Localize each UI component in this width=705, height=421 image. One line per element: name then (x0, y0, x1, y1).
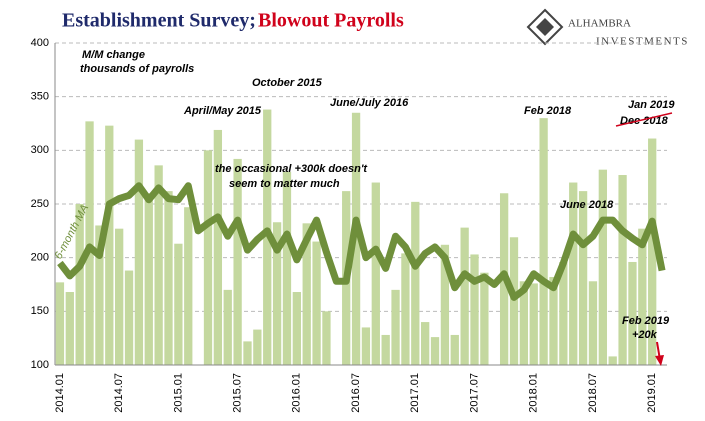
bar (628, 261, 637, 365)
annotation: thousands of payrolls (80, 63, 194, 75)
x-tick-label: 2018.07 (587, 373, 599, 413)
annotation: Dec 2018 (620, 115, 669, 127)
bar (243, 341, 252, 365)
bar (480, 272, 489, 365)
logo-icon (526, 8, 564, 46)
bar (421, 322, 430, 365)
strike-line (615, 112, 673, 127)
bar (233, 158, 242, 365)
bar (292, 292, 301, 365)
x-tick-label: 2015.07 (232, 373, 244, 413)
bar (144, 193, 153, 365)
x-tick-label: 2018.01 (528, 373, 540, 413)
bar (154, 165, 163, 365)
bar (105, 125, 114, 365)
bar (648, 138, 657, 365)
bar (618, 175, 627, 365)
bar (470, 254, 479, 365)
chart-title: Establishment Survey; (62, 10, 256, 32)
bar (174, 243, 183, 365)
logo-icon-inner (536, 18, 554, 36)
bar (184, 207, 193, 365)
x-tick-label: 2019.01 (646, 373, 658, 413)
x-tick-label: 2017.01 (409, 373, 421, 413)
annotation: Jan 2019 (628, 99, 675, 111)
bar (65, 292, 74, 365)
bar (529, 283, 538, 365)
bar (361, 327, 371, 365)
bar (124, 270, 134, 365)
bar (519, 281, 529, 365)
bar (164, 191, 173, 365)
y-tick-label: 400 (31, 37, 49, 49)
bar (203, 150, 213, 365)
bar (213, 129, 223, 365)
y-tick-label: 300 (31, 144, 49, 156)
bar (509, 237, 519, 365)
bar (85, 121, 94, 365)
bar (95, 225, 104, 365)
bar (569, 182, 578, 365)
bar (75, 204, 84, 365)
bar (391, 289, 400, 365)
x-tick-label: 2014.07 (113, 373, 125, 413)
bar (401, 253, 410, 365)
bar (282, 171, 292, 365)
y-tick-label: 150 (31, 305, 49, 317)
ma-line (57, 182, 666, 301)
x-tick-label: 2016.01 (291, 373, 303, 413)
logo-name: ALHAMBRA (568, 18, 631, 30)
logo: ALHAMBRA INVESTMENTS (526, 8, 689, 48)
annotation: June 2018 (560, 199, 614, 211)
bar (371, 182, 380, 365)
bar (115, 228, 124, 365)
y-tick-label: 200 (31, 252, 49, 264)
x-tick-label: 2017.07 (468, 373, 480, 413)
bar (381, 334, 390, 365)
y-tick-label: 350 (31, 91, 49, 103)
bar (588, 281, 598, 365)
x-tick-label: 2016.07 (350, 373, 362, 413)
annotation: October 2015 (252, 77, 323, 89)
y-tick-label: 100 (31, 359, 49, 371)
bar (134, 139, 144, 365)
arrow-head (655, 355, 664, 366)
x-tick-label: 2015.01 (172, 373, 184, 413)
bar (411, 201, 420, 365)
bar (430, 337, 440, 365)
annotation: April/May 2015 (183, 105, 262, 117)
bar (223, 289, 232, 365)
bar (312, 241, 321, 365)
annotation: seem to matter much (229, 178, 340, 190)
bar (272, 222, 282, 365)
annotation: Feb 2019 (622, 315, 670, 327)
bar (253, 329, 262, 365)
bar (578, 191, 588, 365)
bar (559, 261, 568, 365)
bar (440, 244, 450, 365)
chart-title-highlight: Blowout Payrolls (258, 10, 404, 32)
bar (539, 118, 548, 365)
bar (638, 228, 647, 365)
annotation: +20k (632, 329, 658, 341)
bar (598, 169, 607, 365)
annotation: Feb 2018 (524, 105, 572, 117)
annotation: June/July 2016 (330, 97, 409, 109)
bar (322, 311, 331, 365)
bar (460, 227, 469, 365)
annotation: M/M change (82, 49, 145, 61)
bar (450, 334, 459, 365)
annotation: the occasional +300k doesn't (215, 163, 368, 175)
bar (608, 356, 617, 365)
logo-sub: INVESTMENTS (596, 36, 689, 48)
bar (55, 282, 65, 365)
bar (549, 276, 558, 365)
x-tick-label: 2014.01 (54, 373, 66, 413)
y-tick-label: 250 (31, 198, 49, 210)
bar (302, 223, 311, 365)
